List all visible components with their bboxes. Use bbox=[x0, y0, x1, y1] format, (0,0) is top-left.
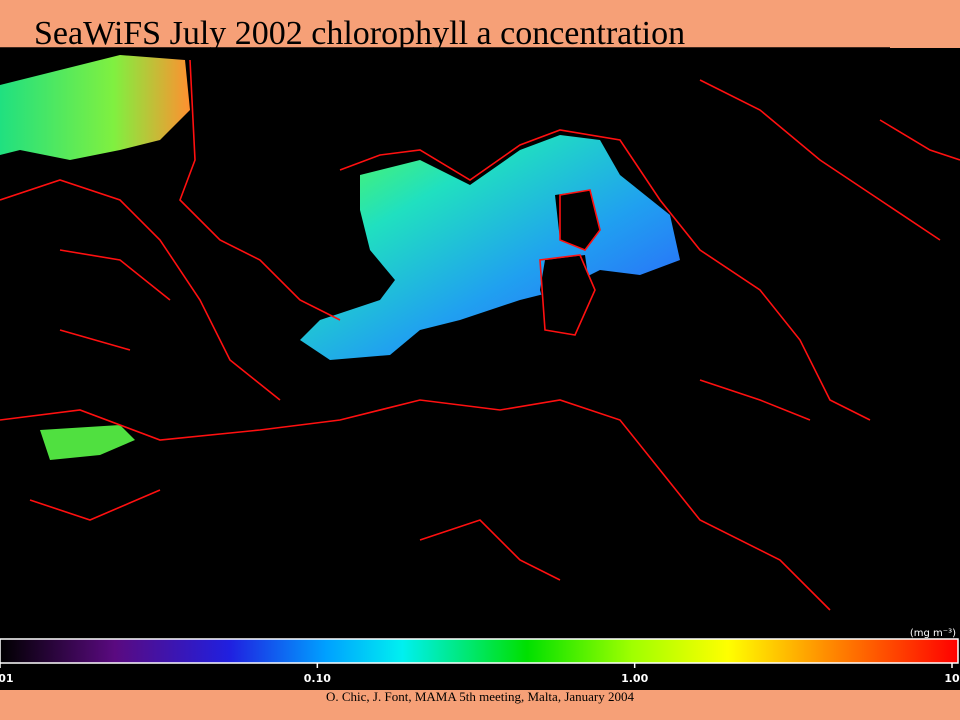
tick-label: 1.00 bbox=[621, 672, 648, 685]
colorbar-units: (mg m⁻³) bbox=[910, 628, 956, 639]
colorbar-ticks: 0.01 0.10 1.00 10 bbox=[0, 663, 960, 685]
colorbar bbox=[0, 638, 959, 664]
title: SeaWiFS July 2002 chlorophyll a concentr… bbox=[34, 15, 685, 52]
tick-label: 0.10 bbox=[304, 672, 331, 685]
tick-label: 10 bbox=[944, 672, 960, 685]
tick-label: 0.01 bbox=[0, 672, 14, 685]
footer: O. Chic, J. Font, MAMA 5th meeting, Malt… bbox=[326, 689, 635, 704]
map-background bbox=[0, 48, 960, 636]
coastlines bbox=[0, 59, 960, 611]
